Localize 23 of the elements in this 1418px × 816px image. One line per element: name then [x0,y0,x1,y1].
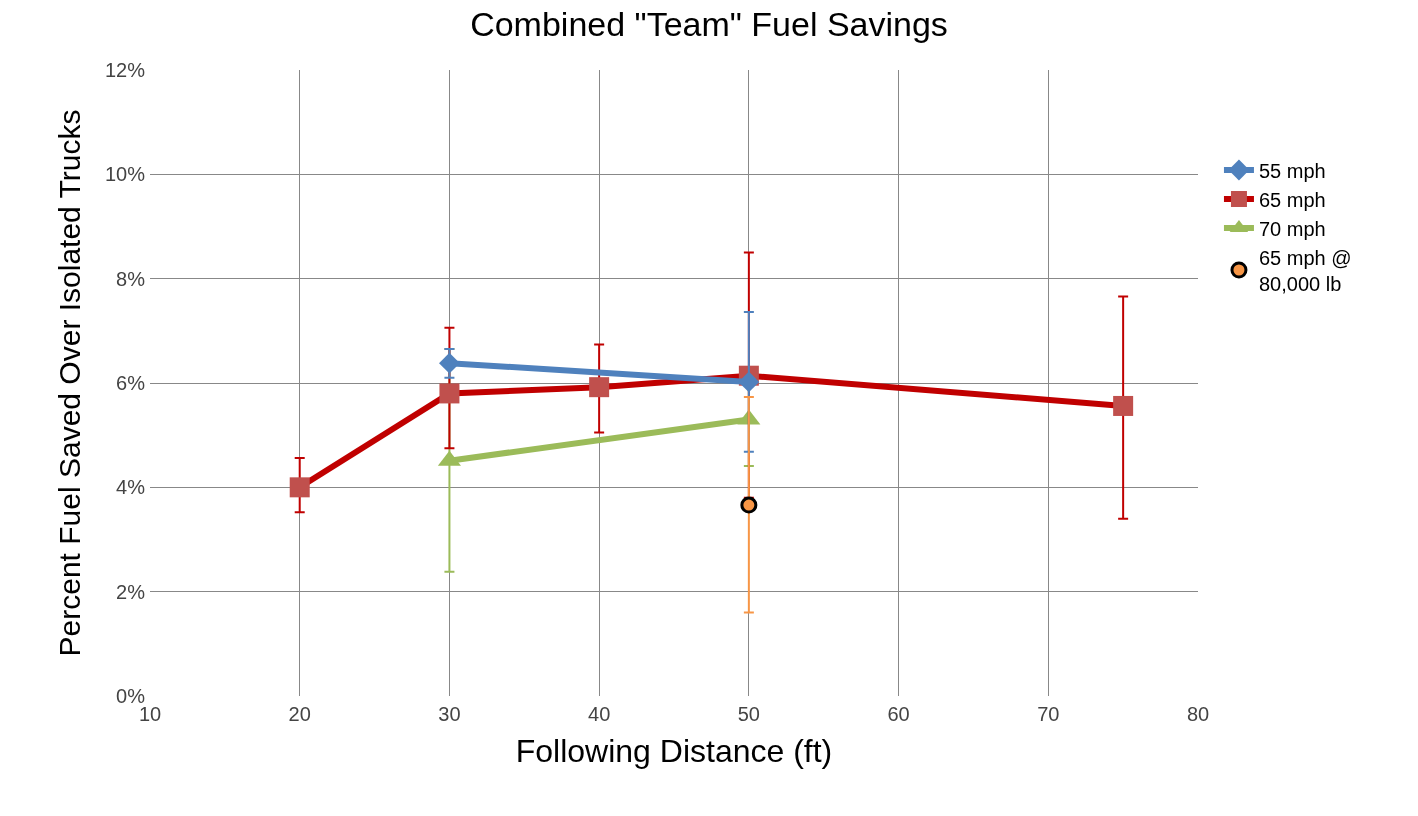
x-tick-label: 30 [438,703,461,725]
y-tick-label: 6% [116,372,146,394]
y-tick-label: 12% [104,59,146,81]
y-axis-title: Percent Fuel Saved Over Isolated Trucks [52,109,86,657]
legend-label: 70 mph [1258,217,1326,240]
legend-label: 65 mph @ 80,000 lb [1258,246,1352,295]
point [738,371,760,393]
y-tick-label: 2% [116,580,146,603]
point [439,352,460,374]
x-tick-label: 20 [288,703,311,725]
legend-label: 55 mph [1258,159,1326,182]
legend-label: 65 mph [1258,188,1326,211]
x-tick-label: 60 [887,703,910,725]
y-tick-label: 4% [116,476,146,499]
y-tick-label: 10% [104,163,146,186]
point [740,496,758,514]
y-tick-label: 8% [116,267,146,290]
x-tick-label: 40 [588,703,611,725]
x-tick-label: 70 [1037,703,1060,725]
chart-title: Combined "Team" Fuel Savings [470,5,948,44]
x-tick-label: 80 [1186,703,1210,725]
x-axis-title: Following Distance (ft) [515,732,833,769]
x-tick-label: 50 [737,703,760,725]
